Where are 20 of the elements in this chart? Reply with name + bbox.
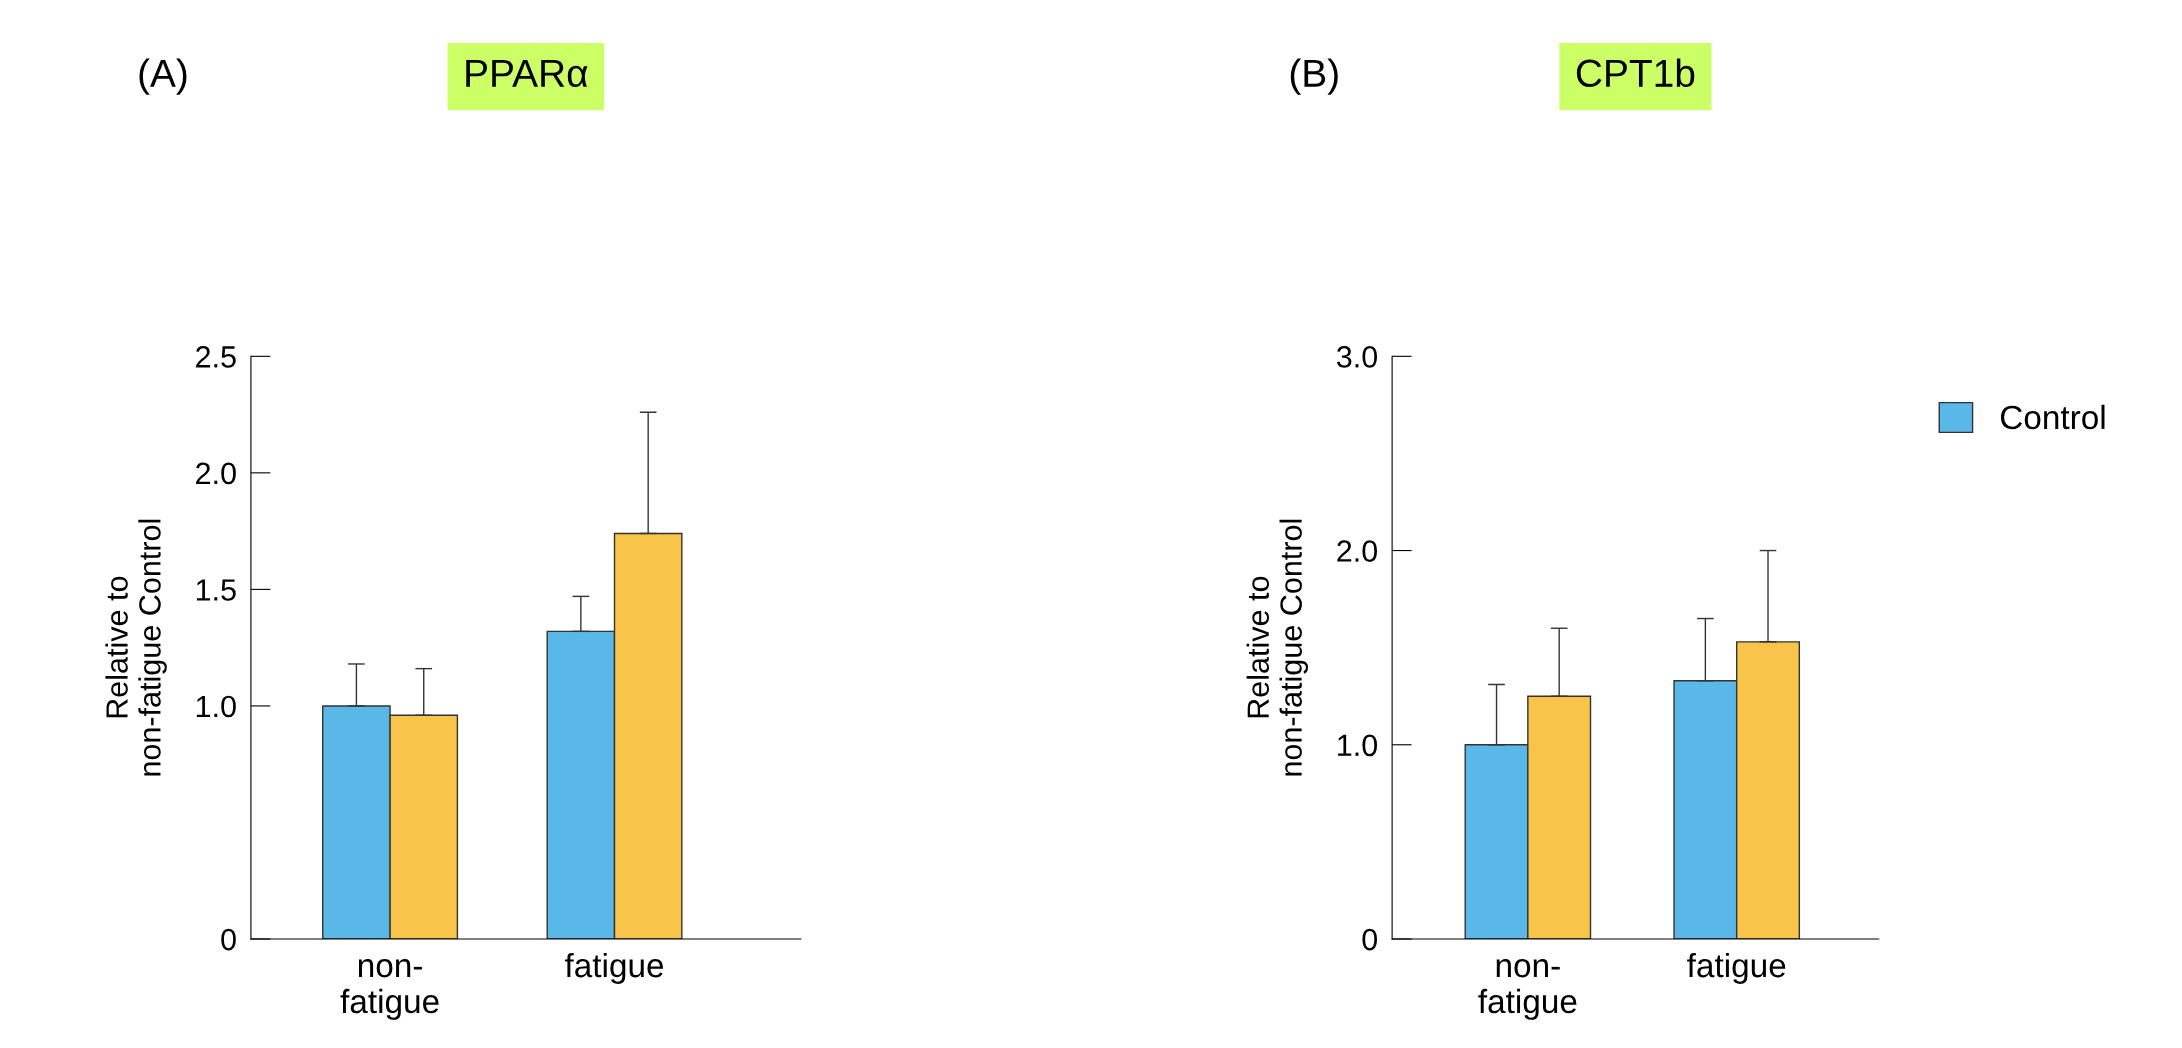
- y-tick-label: 2.5: [196, 346, 236, 368]
- y-axis-title: Relative to non-fatigue Control: [105, 519, 167, 776]
- text: (B): [1290, 58, 1338, 95]
- chart-title: CPT1b: [1576, 58, 1695, 88]
- y-tick-label: 2.0: [1337, 540, 1378, 562]
- x-tick-label: fatigue: [1687, 952, 1786, 984]
- x-tick-label: non- fatigue: [340, 959, 439, 1020]
- y-tick-label: 0: [221, 928, 236, 951]
- x-tick-label: fatigue: [564, 952, 664, 984]
- y-tick-label: 1.5: [196, 579, 236, 601]
- y-axis-title: Relative to non-fatigue Control: [1246, 519, 1308, 776]
- y-tick-label: 2.0: [196, 462, 236, 485]
- y-tick-label: 1.0: [196, 695, 236, 718]
- x-tick-label: non- fatigue: [1478, 959, 1577, 1020]
- y-tick-label: 1.0: [1338, 734, 1378, 757]
- text: (A): [139, 58, 187, 95]
- chart-title: PPARα: [466, 59, 588, 88]
- legend-label: Control: [2000, 404, 2105, 430]
- y-tick-label: 0: [1362, 928, 1378, 951]
- y-tick-label: 3.0: [1336, 346, 1378, 368]
